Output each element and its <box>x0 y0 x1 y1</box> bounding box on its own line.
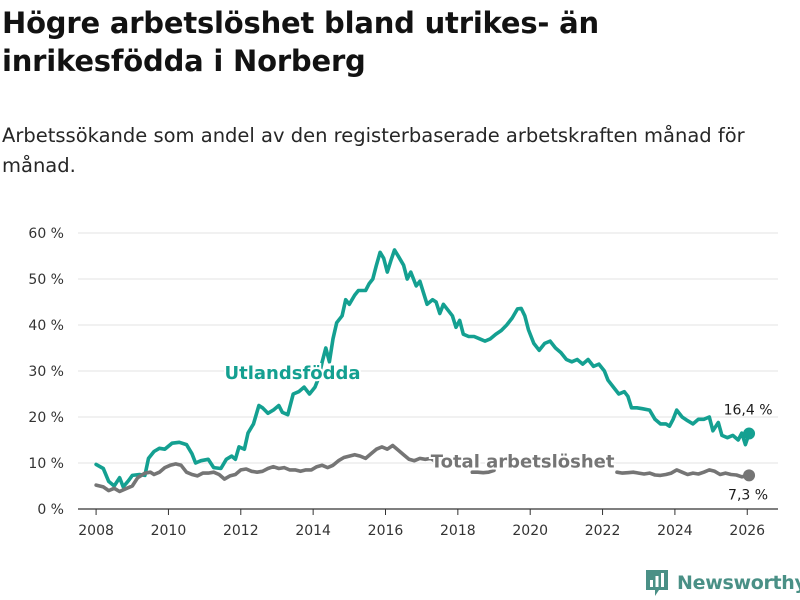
end-label-utlandsfodda: 16,4 % <box>724 403 773 419</box>
y-tick-label: 0 % <box>37 502 64 518</box>
y-tick-label: 60 % <box>28 226 64 242</box>
x-tick-label: 2020 <box>512 523 548 539</box>
x-tick-label: 2010 <box>151 523 187 539</box>
chart-subtitle: Arbetssökande som andel av den registerb… <box>2 124 745 177</box>
grid <box>78 232 778 464</box>
line-utlandsfodda <box>94 248 751 489</box>
y-tick-label: 30 % <box>28 364 64 380</box>
x-tick-label: 2024 <box>657 523 693 539</box>
x-tick-label: 2008 <box>78 523 114 539</box>
newsworthy-brand: Newsworthy <box>644 567 800 599</box>
series-lines <box>94 248 751 494</box>
y-tick-label: 10 % <box>28 456 64 472</box>
x-tick-label: 2026 <box>729 523 765 539</box>
x-tick-label: 2016 <box>368 523 404 539</box>
newsworthy-logo-icon <box>646 570 668 596</box>
x-tick-label: 2012 <box>223 523 259 539</box>
series-label-utlandsfodda: Utlandsfödda <box>225 363 361 384</box>
x-tick-label: 2014 <box>295 523 331 539</box>
x-axis: 2008 2010 2012 2014 2016 2018 2020 2022 2024 2026 <box>78 508 778 539</box>
y-axis: 0 % 10 % 20 % 30 % 40 % 50 % 60 % <box>28 226 64 518</box>
chart-title: Högre arbetslöshet bland utrikes- än inr… <box>2 6 599 78</box>
series-labels: 16,4 % 7,3 % Utlandsfödda Total arbetslöshe… <box>223 361 773 504</box>
y-tick-label: 40 % <box>28 318 64 334</box>
end-label-total-arbetsloshet: 7,3 % <box>728 487 768 503</box>
series-end-markers <box>743 427 756 482</box>
y-tick-label: 50 % <box>28 272 64 288</box>
x-tick-label: 2018 <box>440 523 476 539</box>
brand-name: Newsworthy <box>677 572 800 594</box>
end-marker-utlandsfodda <box>743 427 756 440</box>
series-label-total-arbetsloshet: Total arbetslöshet <box>431 452 615 473</box>
line-total-arbetsloshet <box>94 443 751 494</box>
y-tick-label: 20 % <box>28 410 64 426</box>
x-tick-label: 2022 <box>585 523 621 539</box>
end-marker-total-arbetsloshet <box>743 469 756 482</box>
